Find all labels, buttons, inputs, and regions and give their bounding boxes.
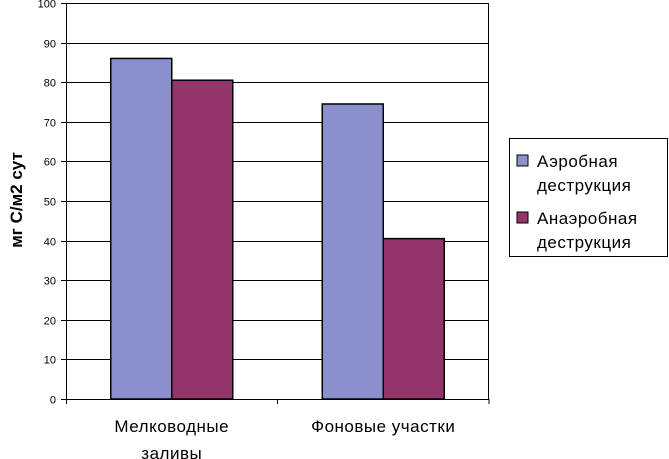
legend-swatch xyxy=(516,154,529,167)
y-tick-label: 40 xyxy=(44,237,56,249)
x-axis-categories: Мелководные заливы Фоновые участки xyxy=(114,417,455,459)
legend: Аэробная деструкция Анаэробная деструкция xyxy=(509,138,668,257)
y-axis-label: мг С/м2 сут xyxy=(7,152,26,248)
bar xyxy=(171,79,234,400)
x-category-label: заливы xyxy=(141,444,202,459)
y-tick-label: 50 xyxy=(44,197,56,209)
legend-label: деструкция xyxy=(537,176,631,195)
legend-label: Аэробная xyxy=(537,152,618,171)
legend-swatch xyxy=(516,211,529,224)
x-category-label: Фоновые участки xyxy=(311,417,455,436)
legend-label: Анаэробная xyxy=(537,209,638,228)
bar xyxy=(321,103,384,400)
legend-label: деструкция xyxy=(537,233,631,252)
y-tick-label: 100 xyxy=(38,0,56,11)
y-tick-label: 90 xyxy=(44,39,56,51)
y-tick-label: 30 xyxy=(44,276,56,288)
legend-box xyxy=(509,138,668,257)
y-tick-label: 80 xyxy=(44,78,56,90)
bar xyxy=(110,57,173,400)
axes xyxy=(66,3,490,404)
y-tick-label: 70 xyxy=(44,118,56,130)
y-tick-label: 20 xyxy=(44,316,56,328)
y-tick-label: 0 xyxy=(50,395,56,407)
y-tick-label: 10 xyxy=(44,355,56,367)
y-axis-ticks: 0 10 20 30 40 50 60 70 80 90 100 xyxy=(38,0,56,407)
x-category-label: Мелководные xyxy=(114,417,229,436)
y-tick-label: 60 xyxy=(44,157,56,169)
bar xyxy=(382,237,445,400)
bars xyxy=(110,57,445,400)
